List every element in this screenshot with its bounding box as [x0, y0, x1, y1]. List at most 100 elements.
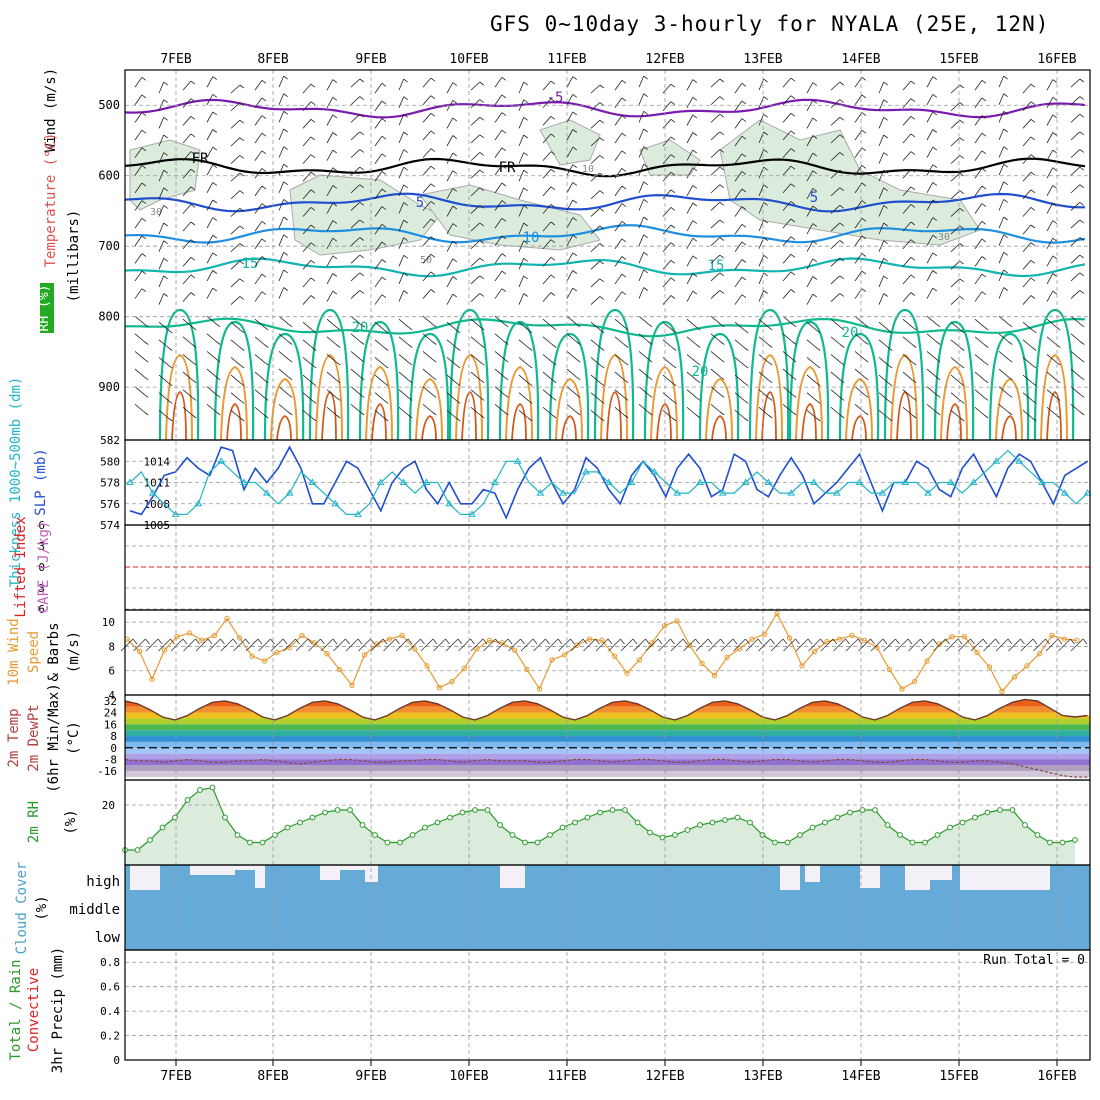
surface-barb [995, 638, 1009, 652]
wind-barb [1070, 333, 1081, 342]
wind-barb-flag [575, 358, 581, 363]
wind-barb-flag [621, 150, 627, 155]
surface-barb [895, 638, 909, 652]
wind-barb-flag [981, 150, 987, 155]
wind-barb-flag [719, 394, 725, 398]
surface-barb-flag [632, 638, 638, 645]
wind-barb-flag [839, 326, 845, 331]
surface-barb-flag [457, 638, 463, 645]
wind-barb [806, 374, 817, 384]
wind-barb [230, 243, 241, 253]
wind-barb [470, 99, 481, 109]
wind-barb [518, 81, 525, 94]
wind-barb [710, 237, 721, 247]
wind-barb-flag [959, 172, 965, 177]
wind-barb-flag [501, 200, 507, 204]
wind-barb-flag [527, 400, 533, 404]
wind-barb-flag [550, 204, 556, 208]
wind-barb [734, 409, 745, 419]
wind-barb-flag [935, 411, 941, 416]
wind-barb [806, 339, 817, 348]
wind-barb-flag [671, 364, 677, 369]
wind-barb-flag [1031, 347, 1037, 351]
temp-line [124, 698, 1088, 721]
wind-barb-flag [523, 169, 528, 174]
wind-barb-flag [479, 361, 485, 366]
wind-barb-flag [883, 169, 888, 174]
wind-barb-flag [647, 376, 653, 381]
wind-speed-marker [849, 632, 855, 639]
wind-barb [326, 406, 337, 416]
wind-barb [326, 371, 337, 381]
wind-barb [206, 270, 214, 282]
wind-barb-flag [335, 326, 341, 331]
thickness-marker [376, 478, 385, 485]
thickness-tick: 582 [100, 434, 120, 447]
isotherm-label: 15 [708, 258, 725, 274]
wind-barb-flag [430, 253, 436, 258]
wind-barb-flag [523, 257, 528, 262]
wind-barb [1046, 149, 1054, 161]
wind-barb [494, 77, 503, 88]
wind-barb [662, 154, 672, 164]
wind-barb [542, 116, 552, 126]
rh-marker [1072, 837, 1078, 843]
wind-barb-flag [1079, 113, 1085, 118]
surface-barb [283, 638, 296, 652]
wind-barb [710, 351, 721, 360]
surface-barb-flag [432, 638, 438, 645]
surface-barb [570, 638, 584, 652]
wind-barb [182, 221, 192, 232]
wind-barb-flag [430, 130, 436, 135]
wind-barb-flag [647, 323, 653, 328]
wind-barb-flag [861, 94, 867, 99]
thickness-marker [582, 467, 590, 475]
li-tick: 6 [38, 603, 45, 616]
precip-conv-label: Convective [26, 968, 42, 1052]
temp-tick: -16 [97, 765, 117, 778]
wind-barb [998, 386, 1009, 395]
cloud-gap [930, 865, 952, 880]
wind-barb [1022, 171, 1032, 182]
wind-barb [998, 75, 1005, 88]
date-label-bottom: 12FEB [645, 1069, 684, 1084]
wind-barb-flag [1079, 376, 1085, 381]
wind-barb [1046, 132, 1054, 144]
wind-barb [806, 241, 814, 252]
wind-barb [134, 403, 145, 413]
surface-barb-flag [970, 638, 975, 645]
wind-barb [398, 131, 405, 144]
wind-barb-flag [167, 417, 173, 422]
li-tick: 3 [38, 540, 45, 553]
wind-barb [230, 260, 241, 270]
wind-barb-flag [287, 411, 293, 416]
wind-barb [590, 225, 601, 235]
wind-barb-flag [572, 76, 578, 80]
wind-barb [590, 137, 601, 147]
wind-barb [566, 287, 574, 299]
wind-barb [878, 258, 885, 270]
wind-barb-flag [983, 397, 989, 401]
wind-barb [182, 186, 192, 197]
wind-barb-flag [479, 134, 485, 139]
wind-barb-flag [981, 291, 987, 296]
surface-barb [770, 638, 784, 652]
rh-shade [289, 174, 441, 256]
wind-barb-flag [883, 134, 888, 139]
wind-barb [470, 116, 481, 126]
wind-barb-flag [261, 238, 267, 243]
wind-barb [350, 237, 361, 247]
wind-barb [1046, 255, 1054, 267]
wind-barb-flag [643, 128, 648, 133]
wind-barb-flag [239, 417, 245, 422]
wind-barb [614, 291, 623, 302]
wind-barb [254, 115, 263, 126]
wind-barb [254, 185, 263, 197]
wind-speed-marker [449, 678, 455, 685]
wind-speed-marker [261, 658, 268, 664]
wind-barb [302, 119, 312, 129]
wind-barb-flag [431, 411, 437, 416]
wind-barb-flag [381, 188, 387, 193]
wind-barb [374, 321, 385, 331]
wind-barb-flag [501, 112, 507, 116]
